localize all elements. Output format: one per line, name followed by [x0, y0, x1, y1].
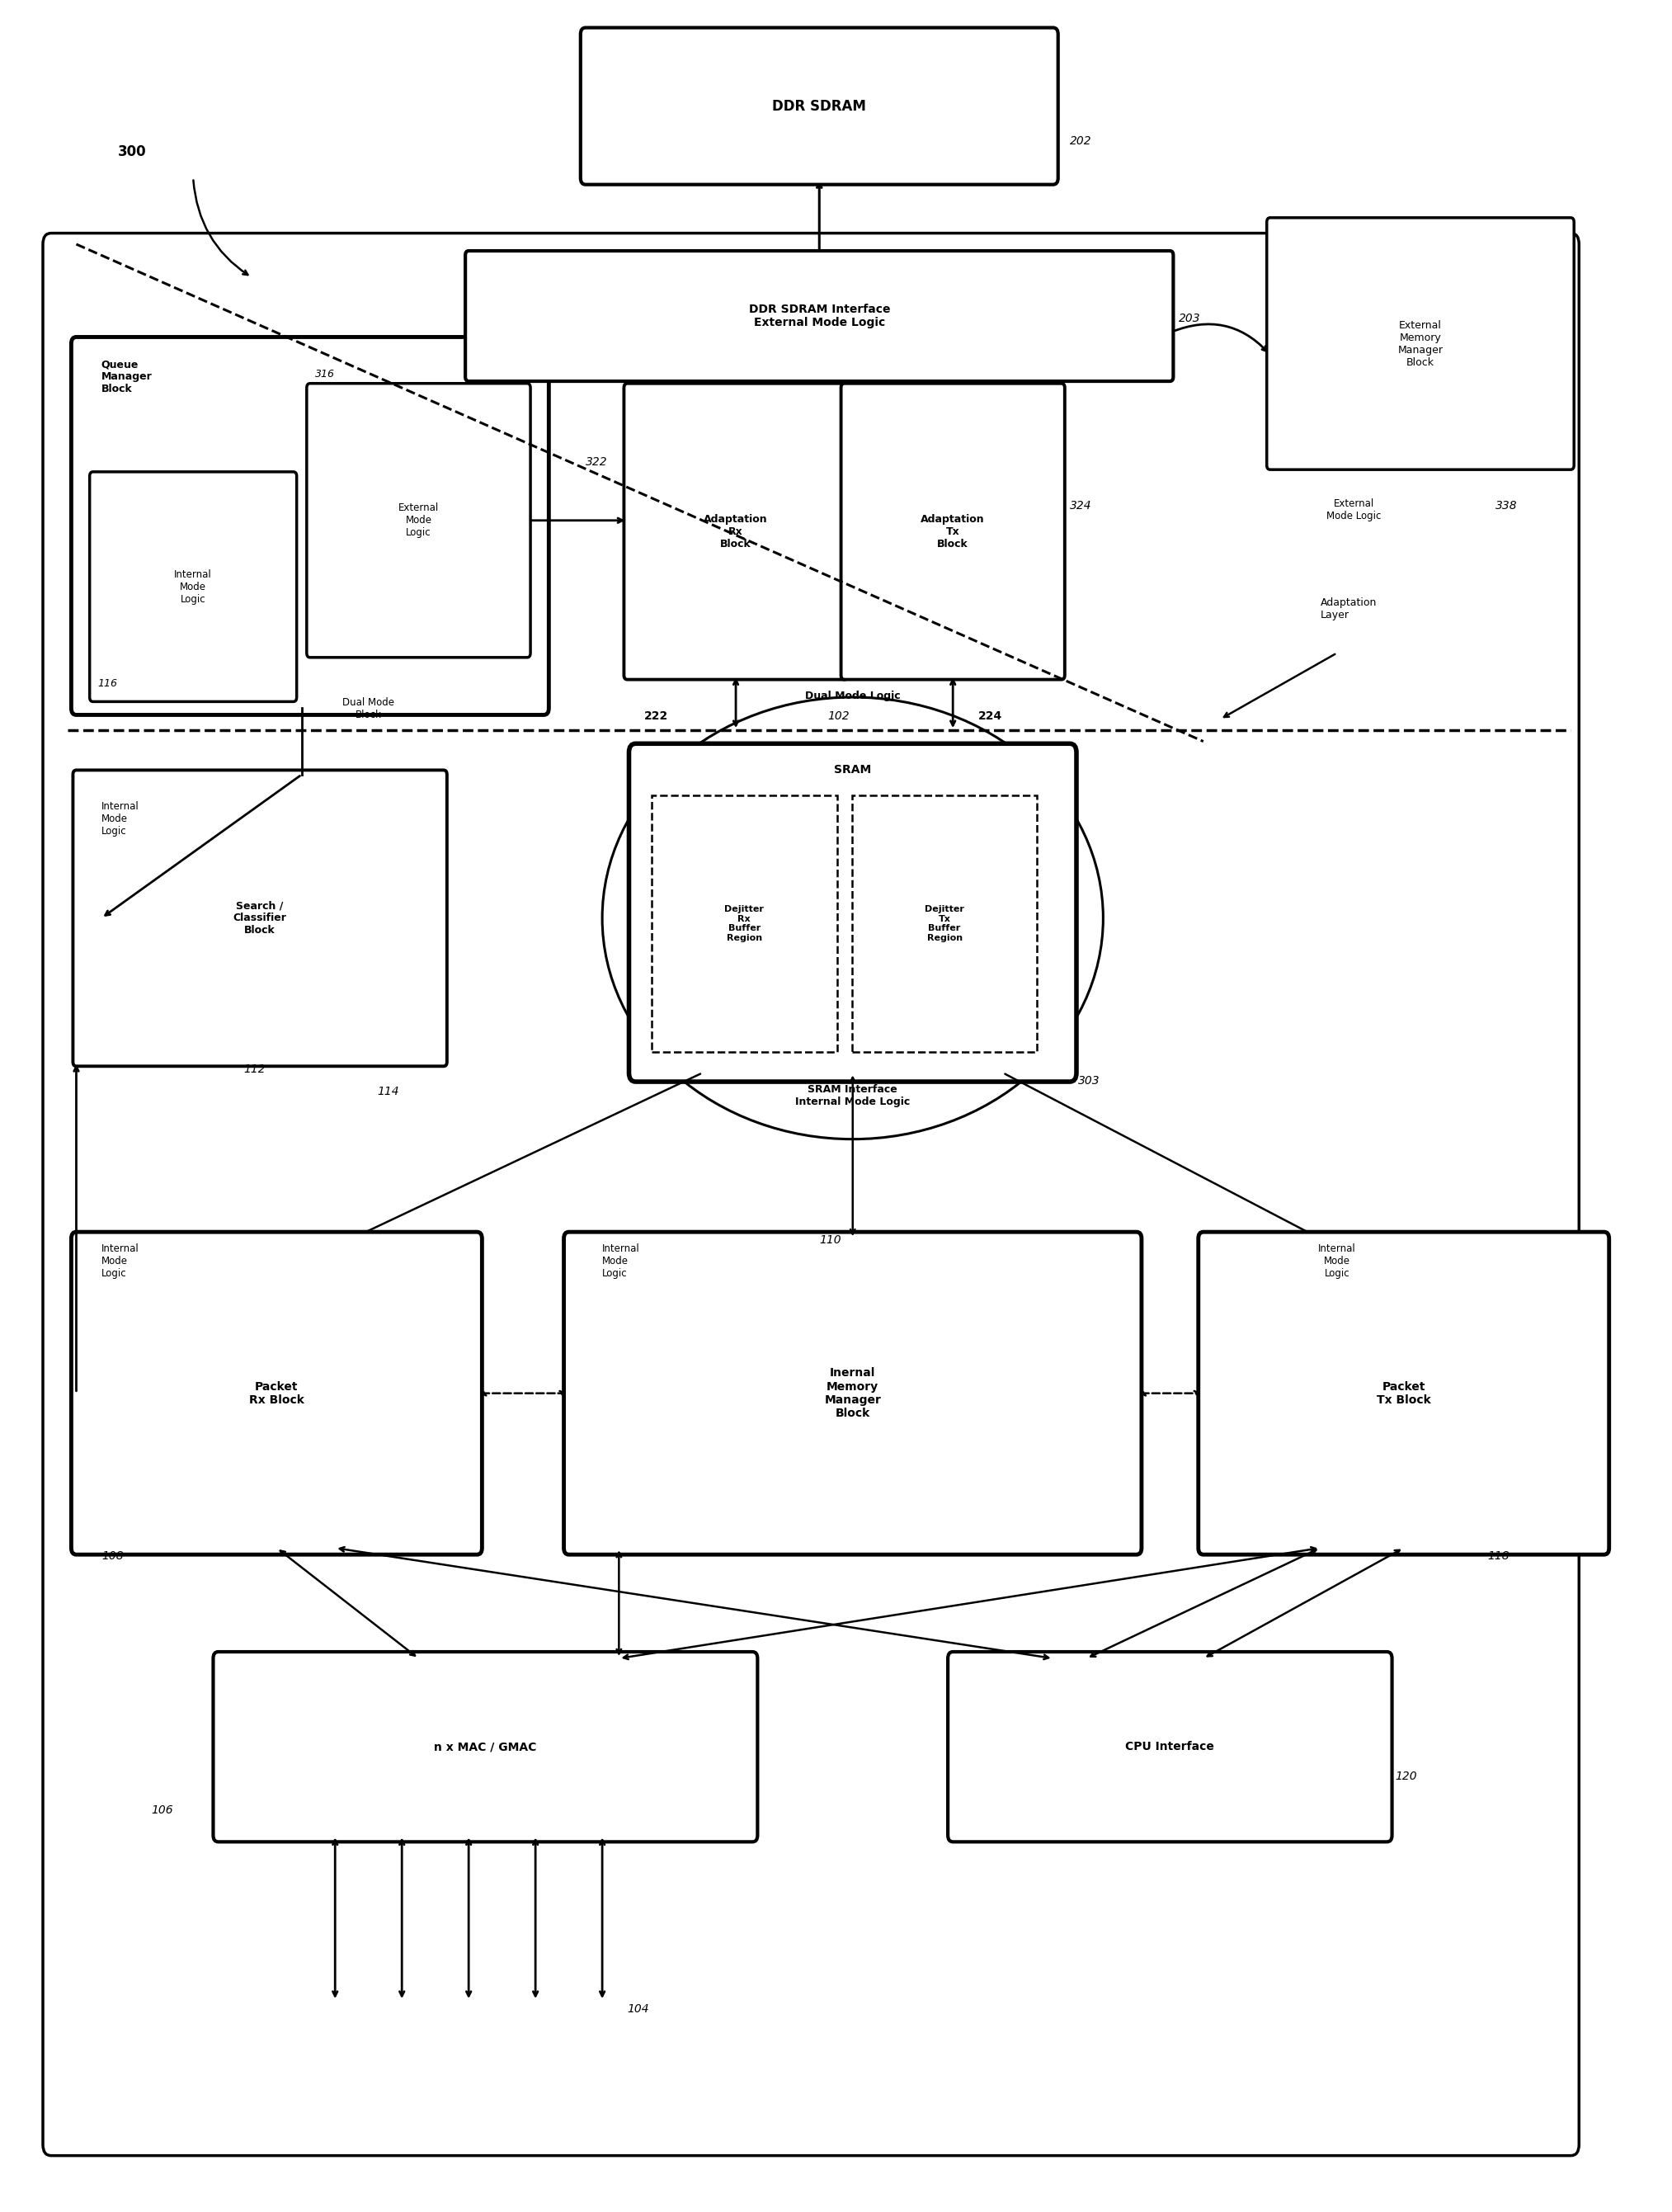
Text: 102: 102	[828, 710, 849, 721]
FancyBboxPatch shape	[90, 471, 296, 701]
FancyBboxPatch shape	[851, 796, 1037, 1053]
Text: Dejitter
Rx
Buffer
Region: Dejitter Rx Buffer Region	[724, 905, 764, 942]
Text: 203: 203	[1179, 312, 1200, 323]
Text: Queue
Manager
Block: Queue Manager Block	[102, 358, 152, 394]
FancyBboxPatch shape	[214, 1652, 757, 1843]
FancyBboxPatch shape	[72, 1232, 482, 1555]
Text: Adaptation
Rx
Block: Adaptation Rx Block	[704, 513, 767, 549]
Text: n x MAC / GMAC: n x MAC / GMAC	[435, 1741, 537, 1752]
Text: Internal
Mode
Logic: Internal Mode Logic	[174, 568, 212, 604]
Text: Adaptation
Layer: Adaptation Layer	[1321, 597, 1376, 619]
Text: External
Mode
Logic: External Mode Logic	[398, 502, 438, 538]
Text: Dual Mode
Block: Dual Mode Block	[343, 697, 395, 721]
Text: SRAM Interface
Internal Mode Logic: SRAM Interface Internal Mode Logic	[796, 1084, 910, 1106]
Text: 114: 114	[376, 1086, 400, 1097]
FancyBboxPatch shape	[306, 383, 530, 657]
Text: 108: 108	[102, 1551, 124, 1562]
FancyBboxPatch shape	[1267, 217, 1573, 469]
FancyBboxPatch shape	[74, 770, 446, 1066]
Text: 118: 118	[1486, 1551, 1510, 1562]
Text: 112: 112	[242, 1064, 266, 1075]
FancyBboxPatch shape	[43, 232, 1578, 2157]
Text: Dejitter
Tx
Buffer
Region: Dejitter Tx Buffer Region	[925, 905, 965, 942]
Text: 120: 120	[1396, 1772, 1418, 1783]
Text: External
Memory
Manager
Block: External Memory Manager Block	[1398, 321, 1443, 367]
Text: 106: 106	[152, 1805, 174, 1816]
FancyBboxPatch shape	[841, 383, 1065, 679]
Text: 222: 222	[644, 710, 669, 721]
Text: Packet
Rx Block: Packet Rx Block	[249, 1380, 304, 1405]
Text: 300: 300	[119, 144, 147, 159]
FancyBboxPatch shape	[563, 1232, 1142, 1555]
FancyBboxPatch shape	[948, 1652, 1393, 1843]
Text: 110: 110	[819, 1234, 841, 1245]
FancyBboxPatch shape	[465, 250, 1174, 380]
FancyBboxPatch shape	[652, 796, 836, 1053]
FancyBboxPatch shape	[629, 743, 1077, 1082]
Text: Internal
Mode
Logic: Internal Mode Logic	[102, 1243, 139, 1279]
Text: 202: 202	[1070, 135, 1092, 148]
Ellipse shape	[602, 697, 1104, 1139]
Text: 316: 316	[314, 369, 334, 378]
FancyBboxPatch shape	[580, 29, 1058, 184]
Text: SRAM: SRAM	[834, 765, 871, 776]
Text: DDR SDRAM Interface
External Mode Logic: DDR SDRAM Interface External Mode Logic	[749, 303, 890, 330]
Text: External
Mode Logic: External Mode Logic	[1326, 498, 1381, 522]
Text: 224: 224	[978, 710, 1002, 721]
FancyBboxPatch shape	[1199, 1232, 1608, 1555]
Text: 338: 338	[1495, 500, 1518, 511]
Text: Adaptation
Tx
Block: Adaptation Tx Block	[921, 513, 985, 549]
Text: 324: 324	[1070, 500, 1092, 511]
Text: Internal
Mode
Logic: Internal Mode Logic	[1318, 1243, 1356, 1279]
FancyBboxPatch shape	[72, 336, 548, 714]
Text: 322: 322	[585, 456, 607, 467]
Text: CPU Interface: CPU Interface	[1125, 1741, 1214, 1752]
Text: 116: 116	[99, 677, 117, 688]
Text: 303: 303	[1078, 1075, 1100, 1086]
Text: Inernal
Memory
Manager
Block: Inernal Memory Manager Block	[824, 1367, 881, 1420]
Text: Internal
Mode
Logic: Internal Mode Logic	[602, 1243, 640, 1279]
Text: Packet
Tx Block: Packet Tx Block	[1376, 1380, 1431, 1405]
Text: DDR SDRAM: DDR SDRAM	[772, 100, 866, 113]
Text: Search /
Classifier
Block: Search / Classifier Block	[232, 900, 286, 936]
Text: Dual Mode Logic: Dual Mode Logic	[804, 690, 901, 701]
FancyBboxPatch shape	[624, 383, 848, 679]
Text: Internal
Mode
Logic: Internal Mode Logic	[102, 801, 139, 836]
Text: 104: 104	[627, 2002, 649, 2015]
